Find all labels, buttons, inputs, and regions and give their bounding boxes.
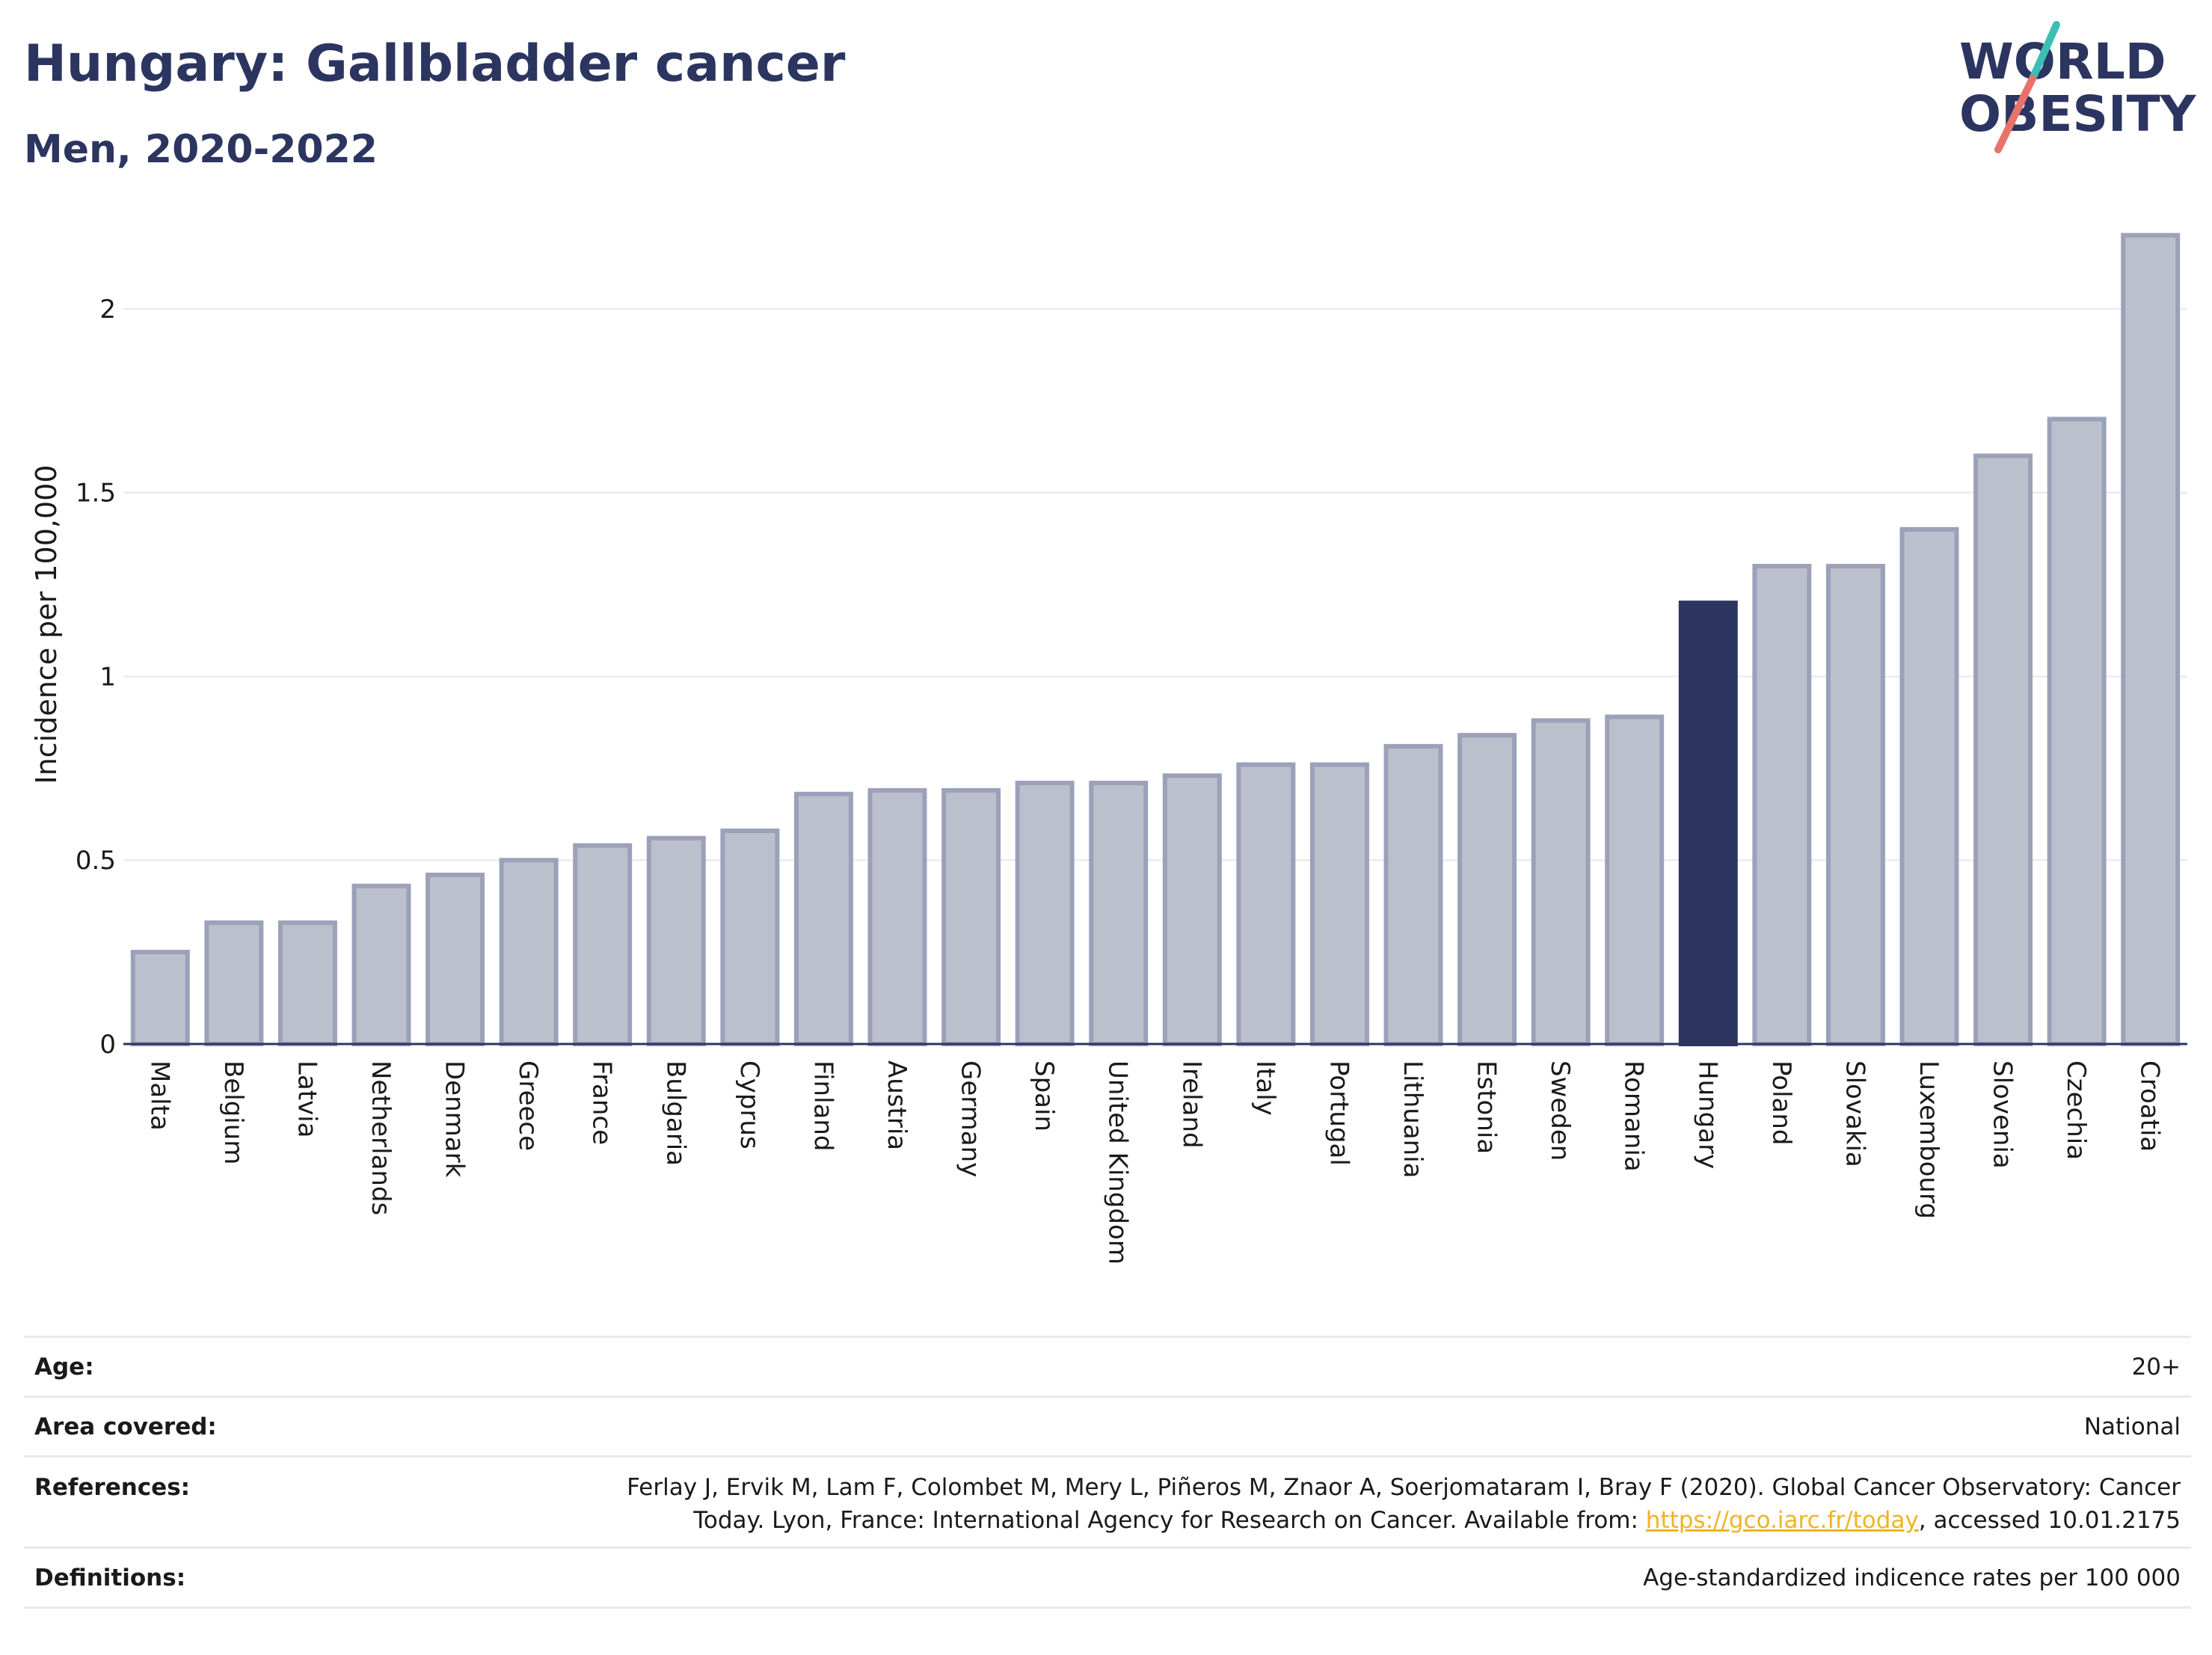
bar-poland bbox=[1752, 563, 1812, 1046]
bar-estonia bbox=[1457, 733, 1517, 1046]
x-tick-label: Cyprus bbox=[734, 1060, 764, 1149]
logo-slash-icon bbox=[1994, 75, 2036, 153]
x-tick-label: Austria bbox=[882, 1060, 912, 1150]
x-tick-label: Ireland bbox=[1176, 1060, 1206, 1149]
bar-netherlands bbox=[351, 883, 411, 1046]
bar-austria bbox=[867, 787, 927, 1046]
info-table: Age: 20+ Area covered: National Referenc… bbox=[24, 1336, 2191, 1609]
x-tick-label: Croatia bbox=[2135, 1060, 2165, 1152]
x-tick-label: Finland bbox=[808, 1060, 838, 1152]
x-tick-label: Denmark bbox=[440, 1060, 470, 1178]
logo-line2: OBESITY bbox=[1959, 85, 2197, 143]
y-tick-label: 1.5 bbox=[76, 479, 116, 509]
x-tick-labels: Malta Belgium Latvia Netherlands Denmark Gree… bbox=[144, 1060, 2164, 1265]
y-tick-label: 1 bbox=[99, 662, 116, 692]
x-tick-label: Estonia bbox=[1472, 1060, 1502, 1154]
info-row-area: Area covered: National bbox=[24, 1395, 2191, 1455]
y-tick-labels: 0 0.5 1 1.5 2 bbox=[76, 295, 116, 1060]
area-value: National bbox=[2083, 1413, 2181, 1440]
bar-portugal bbox=[1309, 762, 1369, 1046]
info-row-references: References: Ferlay J, Ervik M, Lam F, Co… bbox=[24, 1455, 2191, 1547]
bars bbox=[130, 233, 2181, 1047]
x-tick-label: Romania bbox=[1619, 1060, 1649, 1172]
bar-finland bbox=[793, 791, 853, 1046]
x-tick-label: Czechia bbox=[2061, 1060, 2091, 1160]
x-tick-label: Luxembourg bbox=[1914, 1060, 1944, 1219]
x-tick-label: Slovakia bbox=[1840, 1060, 1870, 1167]
x-tick-label: United Kingdom bbox=[1103, 1060, 1133, 1265]
y-tick-label: 2 bbox=[99, 295, 116, 325]
bar-ireland bbox=[1162, 773, 1222, 1046]
logo-line1: WORLD bbox=[1959, 33, 2166, 90]
bar-united-kingdom bbox=[1089, 780, 1149, 1047]
x-tick-label: Netherlands bbox=[366, 1060, 396, 1215]
x-tick-label: Poland bbox=[1766, 1060, 1796, 1146]
x-tick-label: Bulgaria bbox=[660, 1060, 690, 1166]
chart-title: Hungary: Gallbladder cancer bbox=[24, 34, 846, 93]
bar-denmark bbox=[425, 872, 485, 1046]
bar-cyprus bbox=[720, 828, 780, 1047]
definitions-value: Age-standardized indicence rates per 100… bbox=[1643, 1564, 2181, 1591]
bar-romania bbox=[1605, 714, 1665, 1046]
x-tick-label: Latvia bbox=[292, 1060, 322, 1138]
x-tick-label: Belgium bbox=[218, 1060, 248, 1164]
definitions-label: Definitions: bbox=[34, 1564, 186, 1591]
x-tick-label: Sweden bbox=[1545, 1060, 1575, 1161]
x-tick-label: Italy bbox=[1250, 1060, 1280, 1116]
x-tick-label: Germany bbox=[956, 1060, 986, 1177]
bar-greece bbox=[499, 858, 559, 1046]
bar-malta bbox=[130, 950, 190, 1046]
bar-france bbox=[573, 843, 633, 1047]
bar-latvia bbox=[277, 920, 337, 1046]
bar-luxembourg bbox=[1899, 526, 1959, 1046]
bar-germany bbox=[941, 787, 1001, 1046]
bar-lithuania bbox=[1383, 743, 1443, 1047]
bar-spain bbox=[1015, 780, 1075, 1047]
bar-italy bbox=[1236, 762, 1296, 1046]
references-line1: Ferlay J, Ervik M, Lam F, Colombet M, Me… bbox=[627, 1474, 2181, 1501]
references-link[interactable]: https://gco.iarc.fr/today bbox=[1645, 1507, 1919, 1534]
y-tick-label: 0.5 bbox=[76, 846, 116, 876]
x-tick-label: Spain bbox=[1029, 1060, 1059, 1132]
bar-slovakia bbox=[1825, 563, 1885, 1046]
logo-slash-icon bbox=[2029, 21, 2060, 82]
bar-bulgaria bbox=[646, 835, 706, 1046]
bar-belgium bbox=[204, 920, 264, 1046]
references-label: References: bbox=[34, 1474, 191, 1501]
x-tick-label: Greece bbox=[513, 1060, 543, 1151]
bar-czechia bbox=[2047, 417, 2107, 1046]
bar-chart: 0 0.5 1 1.5 2 Malta Belgium Latvia Netherlands D… bbox=[30, 233, 2187, 1265]
bar-hungary bbox=[1678, 601, 1738, 1046]
info-row-definitions: Definitions: Age-standardized indicence … bbox=[24, 1547, 2191, 1609]
x-tick-label: Portugal bbox=[1324, 1060, 1354, 1166]
x-tick-label: Slovenia bbox=[1988, 1060, 2018, 1169]
bar-sweden bbox=[1531, 718, 1591, 1046]
info-row-age: Age: 20+ bbox=[24, 1336, 2191, 1395]
bar-slovenia bbox=[1973, 453, 2033, 1046]
chart-subtitle: Men, 2020-2022 bbox=[24, 127, 378, 172]
x-tick-label: Malta bbox=[144, 1060, 174, 1131]
y-tick-label: 0 bbox=[99, 1030, 116, 1060]
references-line2-post: , accessed 10.01.2175 bbox=[1918, 1507, 2181, 1534]
age-value: 20+ bbox=[2131, 1353, 2181, 1381]
x-tick-label: Hungary bbox=[1692, 1060, 1722, 1169]
x-tick-label: Lithuania bbox=[1398, 1060, 1428, 1178]
x-tick-label: France bbox=[587, 1060, 617, 1145]
age-label: Age: bbox=[34, 1353, 94, 1381]
y-axis-label: Incidence per 100,000 bbox=[30, 464, 63, 784]
references-line2-pre: Today. Lyon, France: International Agenc… bbox=[693, 1507, 1646, 1534]
world-obesity-logo: WORLD OBESITY bbox=[1959, 21, 2197, 153]
references-value: Ferlay J, Ervik M, Lam F, Colombet M, Me… bbox=[627, 1471, 2181, 1537]
area-label: Area covered: bbox=[34, 1413, 217, 1440]
bar-croatia bbox=[2121, 233, 2181, 1047]
